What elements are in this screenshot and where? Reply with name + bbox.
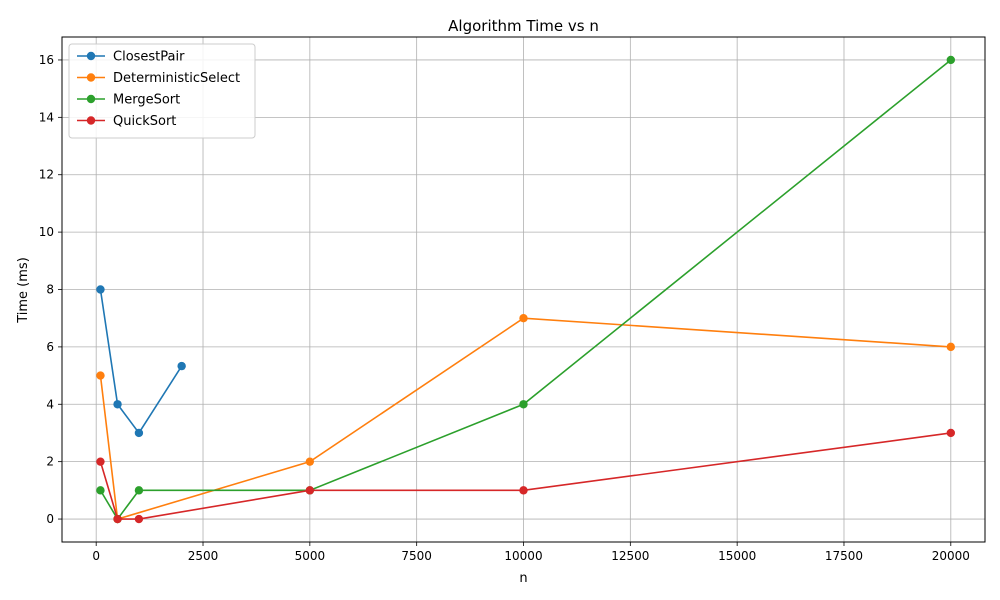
data-point-closestpair xyxy=(113,400,122,409)
legend-item-mergesort: MergeSort xyxy=(77,93,180,108)
x-tick-label: 2500 xyxy=(188,549,219,563)
y-tick-label: 16 xyxy=(39,53,54,67)
series-layer xyxy=(96,55,956,524)
legend-label: ClosestPair xyxy=(113,50,185,65)
legend-item-deterministicselect: DeterministicSelect xyxy=(77,71,240,86)
y-tick-label: 0 xyxy=(46,512,54,526)
legend: ClosestPair DeterministicSelect MergeSort Q… xyxy=(68,43,256,139)
legend-item-quicksort: QuickSort xyxy=(77,114,176,129)
data-point-quicksort xyxy=(519,486,528,495)
x-axis-label: n xyxy=(519,571,527,586)
x-tick-label: 12500 xyxy=(611,549,649,563)
y-tick-label: 10 xyxy=(39,225,54,239)
legend-swatch-marker xyxy=(86,51,96,61)
data-point-quicksort xyxy=(134,514,144,524)
series-line-mergesort xyxy=(99,59,952,521)
data-point-mergesort xyxy=(96,486,105,495)
x-tick-label: 7500 xyxy=(401,549,432,563)
legend-label: DeterministicSelect xyxy=(113,71,240,86)
x-tick-label: 17500 xyxy=(825,549,863,563)
data-point-deterministicselect xyxy=(946,342,956,352)
legend-swatch-marker xyxy=(86,94,96,104)
data-point-quicksort xyxy=(113,514,122,524)
legend-label: QuickSort xyxy=(113,114,176,129)
y-tick-label: 14 xyxy=(39,110,54,124)
data-point-deterministicselect xyxy=(305,457,315,466)
legend-swatch-marker xyxy=(86,73,96,82)
y-tick-label: 4 xyxy=(46,397,54,411)
series-closestpair xyxy=(96,285,186,438)
y-tick-label: 8 xyxy=(46,283,54,297)
y-axis-label: Time (ms) xyxy=(16,257,31,324)
plot-area: 0 2500 5000 7500 10000 12500 15000 17500 20000 0 2… xyxy=(39,36,986,563)
data-point-quicksort xyxy=(96,457,105,466)
data-point-quicksort xyxy=(946,428,956,438)
data-point-closestpair xyxy=(177,361,186,371)
data-point-closestpair xyxy=(96,285,105,294)
data-point-mergesort xyxy=(519,400,528,409)
axis-ticks: 0 2500 5000 7500 10000 12500 15000 17500 20000 0 2… xyxy=(39,53,970,563)
y-tick-label: 12 xyxy=(39,168,54,182)
x-tick-label: 0 xyxy=(92,549,100,563)
legend-swatch-marker xyxy=(86,116,96,125)
series-quicksort xyxy=(96,428,956,524)
series-line-closestpair xyxy=(99,289,183,435)
series-line-quicksort xyxy=(99,432,951,520)
data-point-mergesort xyxy=(134,486,144,495)
data-point-deterministicselect xyxy=(519,313,528,323)
x-tick-label: 5000 xyxy=(295,549,326,563)
x-tick-label: 10000 xyxy=(504,549,542,563)
y-tick-label: 2 xyxy=(46,455,54,469)
x-tick-label: 15000 xyxy=(718,549,756,563)
data-point-mergesort xyxy=(946,55,956,65)
legend-item-closestpair: ClosestPair xyxy=(77,50,185,65)
legend-box xyxy=(68,43,256,139)
data-point-closestpair xyxy=(134,428,144,438)
chart-title: Algorithm Time vs n xyxy=(448,17,599,35)
data-point-quicksort xyxy=(305,486,315,495)
legend-label: MergeSort xyxy=(113,93,180,108)
x-tick-label: 20000 xyxy=(932,549,970,563)
grid xyxy=(62,37,985,542)
y-tick-label: 6 xyxy=(46,340,54,354)
data-point-deterministicselect xyxy=(96,371,105,380)
